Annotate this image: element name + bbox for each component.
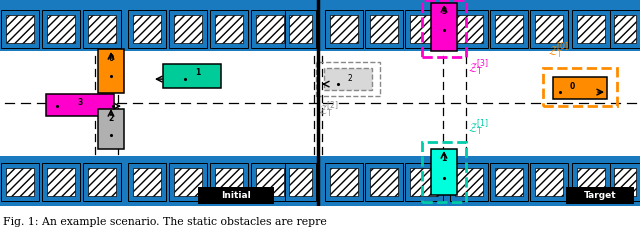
- Bar: [365, 163, 403, 201]
- Bar: [455, 168, 483, 196]
- Bar: [553, 77, 607, 99]
- Bar: [325, 163, 363, 201]
- Bar: [320, 0, 640, 51]
- Bar: [422, 142, 466, 202]
- Bar: [495, 15, 523, 43]
- Bar: [535, 15, 563, 43]
- Bar: [215, 15, 243, 43]
- Bar: [572, 10, 610, 48]
- Bar: [431, 3, 457, 51]
- Bar: [320, 51, 640, 156]
- Bar: [163, 64, 221, 88]
- Bar: [289, 15, 312, 43]
- Bar: [330, 168, 358, 196]
- Bar: [133, 168, 161, 196]
- Bar: [285, 163, 316, 201]
- Bar: [83, 163, 121, 201]
- Bar: [614, 15, 636, 43]
- Bar: [610, 163, 640, 201]
- Bar: [210, 163, 248, 201]
- Bar: [431, 149, 457, 195]
- Bar: [530, 163, 568, 201]
- Bar: [330, 15, 358, 43]
- Text: Fig. 1: An example scenario. The static obstacles are repre: Fig. 1: An example scenario. The static …: [3, 217, 327, 227]
- Bar: [450, 163, 488, 201]
- Bar: [320, 156, 640, 206]
- Bar: [405, 163, 443, 201]
- Bar: [1, 10, 39, 48]
- Bar: [577, 15, 605, 43]
- Text: 1: 1: [195, 68, 200, 77]
- Bar: [128, 10, 166, 48]
- Bar: [215, 168, 243, 196]
- Bar: [410, 168, 438, 196]
- Bar: [256, 15, 284, 43]
- Text: $\mathcal{Z}_\mathrm{T}^{[2]}$: $\mathcal{Z}_\mathrm{T}^{[2]}$: [318, 100, 339, 120]
- Bar: [316, 62, 380, 96]
- Text: 3: 3: [77, 98, 83, 107]
- Text: 0: 0: [570, 82, 575, 91]
- Text: $\mathcal{Z}_\mathrm{T}^{[1]}$: $\mathcal{Z}_\mathrm{T}^{[1]}$: [468, 118, 489, 138]
- Bar: [490, 163, 528, 201]
- Bar: [566, 187, 634, 204]
- Bar: [98, 49, 124, 93]
- Bar: [198, 187, 274, 204]
- Bar: [289, 168, 312, 196]
- Bar: [0, 0, 318, 51]
- Bar: [169, 10, 207, 48]
- Bar: [46, 94, 114, 116]
- Bar: [0, 156, 318, 206]
- Bar: [325, 10, 363, 48]
- Bar: [251, 10, 289, 48]
- Bar: [530, 10, 568, 48]
- Bar: [42, 163, 80, 201]
- Bar: [6, 168, 34, 196]
- Bar: [128, 163, 166, 201]
- Bar: [88, 15, 116, 43]
- Text: $\mathcal{Z}_\mathrm{T}^{[0]}$: $\mathcal{Z}_\mathrm{T}^{[0]}$: [548, 41, 569, 61]
- Bar: [324, 68, 372, 90]
- Text: 0: 0: [108, 54, 114, 63]
- Text: 2: 2: [108, 114, 114, 123]
- Bar: [572, 163, 610, 201]
- Bar: [535, 168, 563, 196]
- Bar: [410, 15, 438, 43]
- Bar: [543, 68, 617, 106]
- Bar: [365, 10, 403, 48]
- Text: Target: Target: [584, 191, 616, 200]
- Bar: [88, 168, 116, 196]
- Text: $\mathcal{Z}_\mathrm{T}^{[3]}$: $\mathcal{Z}_\mathrm{T}^{[3]}$: [468, 58, 489, 78]
- Bar: [450, 10, 488, 48]
- Bar: [371, 15, 397, 43]
- Bar: [47, 15, 75, 43]
- Bar: [285, 10, 316, 48]
- Bar: [490, 10, 528, 48]
- Text: 1: 1: [442, 154, 447, 163]
- Bar: [133, 15, 161, 43]
- Bar: [174, 15, 202, 43]
- Bar: [174, 168, 202, 196]
- Bar: [47, 168, 75, 196]
- Bar: [210, 10, 248, 48]
- Bar: [577, 168, 605, 196]
- Bar: [371, 168, 397, 196]
- Bar: [610, 10, 640, 48]
- Bar: [422, 0, 466, 57]
- Bar: [83, 10, 121, 48]
- Bar: [405, 10, 443, 48]
- Bar: [251, 163, 289, 201]
- Bar: [42, 10, 80, 48]
- Bar: [6, 15, 34, 43]
- Text: 3: 3: [442, 7, 447, 16]
- Bar: [1, 163, 39, 201]
- Bar: [98, 109, 124, 149]
- Bar: [614, 168, 636, 196]
- Bar: [0, 51, 318, 156]
- Text: 2: 2: [348, 74, 353, 83]
- Bar: [495, 168, 523, 196]
- Bar: [169, 163, 207, 201]
- Text: Initial: Initial: [221, 191, 251, 200]
- Bar: [455, 15, 483, 43]
- Bar: [256, 168, 284, 196]
